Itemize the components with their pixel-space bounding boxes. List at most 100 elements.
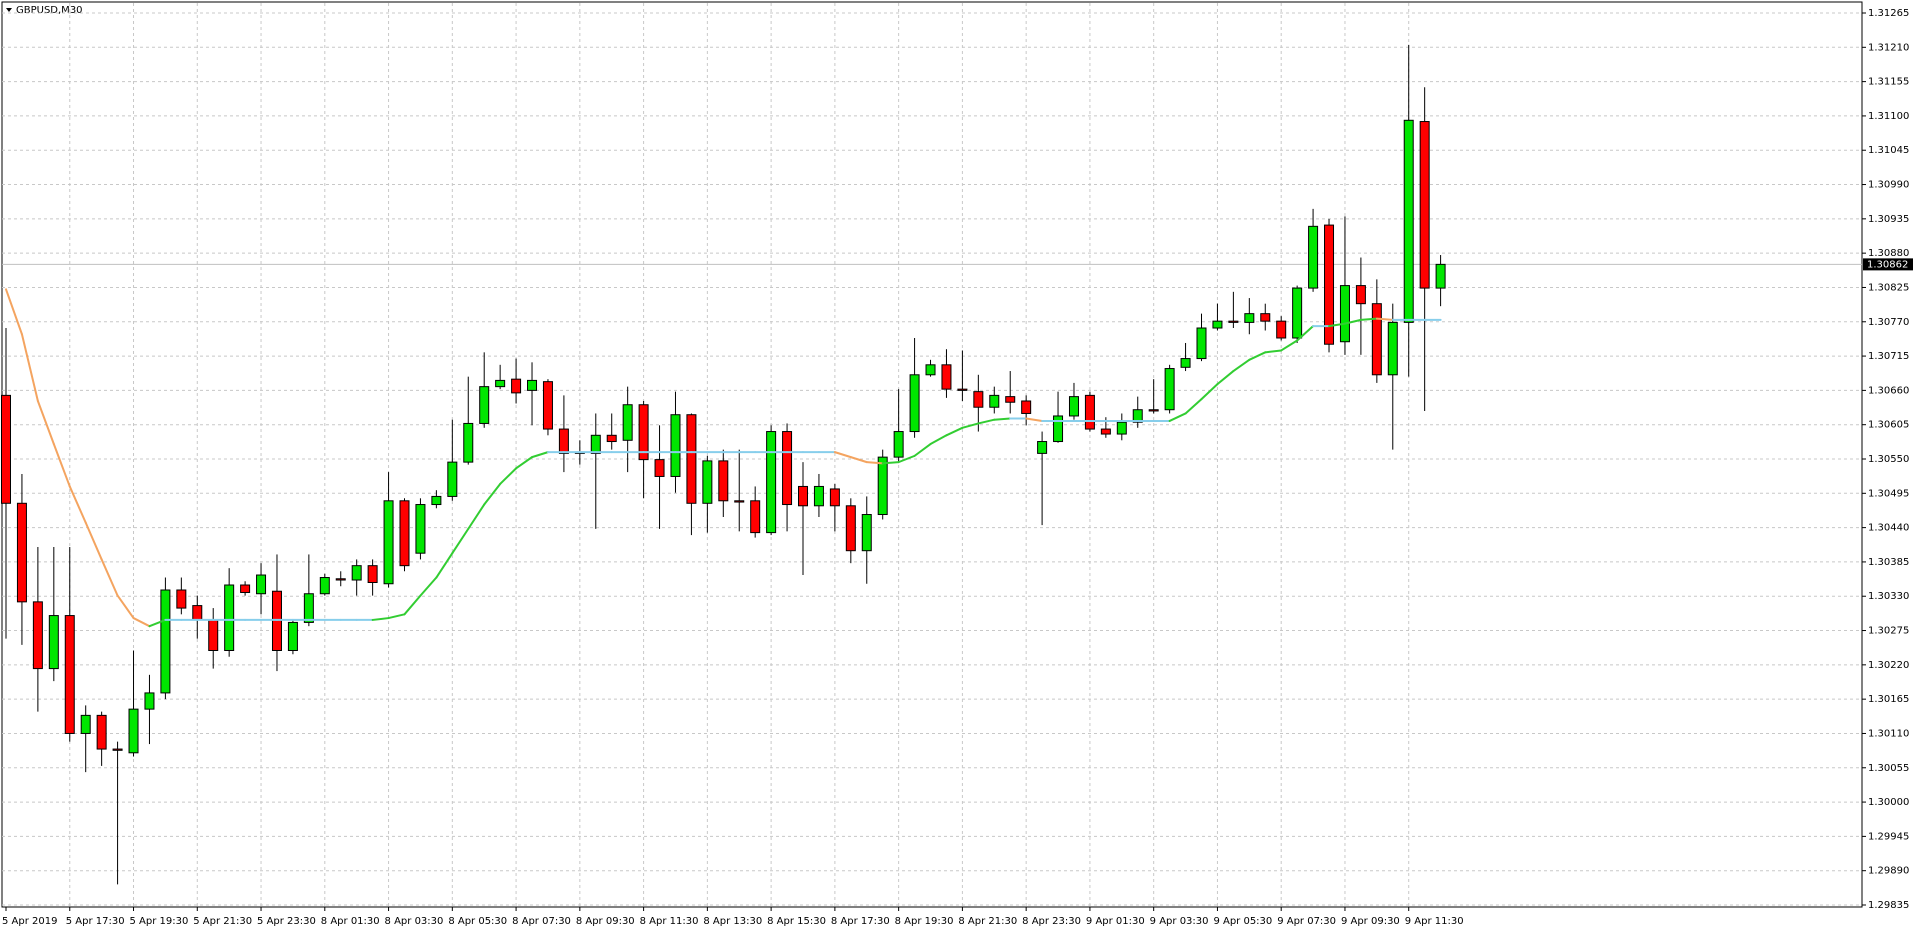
moving-average-segment xyxy=(5,288,23,336)
moving-average-segment xyxy=(515,456,534,470)
candle-body xyxy=(96,714,107,750)
candle-body xyxy=(638,404,649,461)
x-tick-label: 5 Apr 21:30 xyxy=(193,916,252,927)
moving-average-segment xyxy=(1168,412,1187,422)
candle-body xyxy=(208,619,219,651)
candle-body xyxy=(112,748,123,751)
x-tick-label: 8 Apr 23:30 xyxy=(1022,916,1081,927)
y-tick-label: 1.30605 xyxy=(1868,420,1909,431)
x-tick-label: 8 Apr 11:30 xyxy=(640,916,699,927)
y-tick-label: 1.30055 xyxy=(1868,763,1909,774)
y-tick-label: 1.30000 xyxy=(1868,797,1909,808)
candle-body xyxy=(1308,225,1319,289)
candle-body xyxy=(734,500,745,503)
candle-body xyxy=(1,394,11,504)
x-tick-label: 5 Apr 2019 xyxy=(2,916,57,927)
chart-title: GBPUSD,M30 xyxy=(16,5,83,16)
moving-average-segment xyxy=(1200,383,1219,401)
candle-body xyxy=(1244,313,1255,323)
moving-average-segment xyxy=(84,521,103,561)
candle-body xyxy=(511,378,522,394)
moving-average-segment xyxy=(499,467,518,485)
moving-average-segment xyxy=(467,503,486,530)
candle-body xyxy=(144,692,155,710)
moving-average-segment xyxy=(148,618,167,628)
y-tick-label: 1.30110 xyxy=(1868,728,1909,739)
y-tick-label: 1.29890 xyxy=(1868,866,1909,877)
candle-body xyxy=(1276,320,1287,339)
x-tick-label: 8 Apr 01:30 xyxy=(321,916,380,927)
candle-body xyxy=(1068,396,1079,417)
candle-body xyxy=(463,422,474,463)
candle-body xyxy=(989,394,1000,408)
moving-average-segment xyxy=(403,594,422,616)
moving-average-segment xyxy=(1184,398,1203,415)
candle-body xyxy=(1005,396,1016,403)
candle-body xyxy=(590,434,601,454)
candle-body xyxy=(1435,263,1446,289)
x-tick-label: 5 Apr 23:30 xyxy=(257,916,316,927)
y-tick-label: 1.30440 xyxy=(1868,523,1909,534)
y-tick-label: 1.30825 xyxy=(1868,282,1909,293)
candle-body xyxy=(1084,394,1095,430)
moving-average-segment xyxy=(977,418,996,425)
candle-body xyxy=(766,431,777,534)
y-tick-label: 1.30330 xyxy=(1868,591,1909,602)
candle-body xyxy=(829,488,840,507)
y-tick-label: 1.30715 xyxy=(1868,351,1909,362)
moving-average-segment xyxy=(52,443,71,488)
moving-average-segment xyxy=(419,576,438,597)
candle-body xyxy=(1196,327,1207,360)
y-tick-label: 1.30660 xyxy=(1868,385,1909,396)
candle-body xyxy=(1403,119,1414,323)
current-price-box xyxy=(1863,258,1913,271)
x-tick-label: 9 Apr 11:30 xyxy=(1405,916,1464,927)
y-tick-label: 1.30275 xyxy=(1868,626,1909,637)
y-tick-label: 1.30495 xyxy=(1868,488,1909,499)
moving-average-segment xyxy=(1248,351,1267,361)
moving-average-segment xyxy=(371,617,390,621)
candle-body xyxy=(718,460,729,502)
moving-average-segment xyxy=(1359,317,1378,321)
candle-body xyxy=(782,431,793,506)
candle-body xyxy=(909,374,920,433)
candle-body xyxy=(670,414,681,477)
moving-average-segment xyxy=(1025,417,1044,422)
candle-body xyxy=(702,460,713,504)
candle-body xyxy=(925,364,936,376)
y-tick-label: 1.29945 xyxy=(1868,831,1909,842)
candle-body xyxy=(1292,287,1303,339)
x-tick-label: 8 Apr 05:30 xyxy=(448,916,507,927)
moving-average-segment xyxy=(849,456,868,464)
moving-average-segment xyxy=(833,451,852,459)
candle-body xyxy=(367,565,378,584)
x-tick-label: 9 Apr 05:30 xyxy=(1213,916,1272,927)
y-tick-label: 1.30165 xyxy=(1868,694,1909,705)
y-tick-label: 1.30880 xyxy=(1868,248,1909,259)
candle-body xyxy=(32,601,43,670)
candle-body xyxy=(415,504,426,554)
candle-body xyxy=(1180,358,1191,368)
candle-body xyxy=(447,461,458,497)
x-tick-label: 5 Apr 19:30 xyxy=(130,916,189,927)
candle-body xyxy=(287,621,298,651)
x-tick-label: 8 Apr 03:30 xyxy=(385,916,444,927)
moving-average-segment xyxy=(1343,318,1362,325)
candle-body xyxy=(48,615,59,670)
x-tick-label: 9 Apr 09:30 xyxy=(1341,916,1400,927)
y-tick-label: 1.29835 xyxy=(1868,900,1909,911)
candle-body xyxy=(606,434,617,443)
y-tick-label: 1.30990 xyxy=(1868,180,1909,191)
y-tick-label: 1.31045 xyxy=(1868,145,1909,156)
symbol-dropdown[interactable] xyxy=(6,8,12,12)
candle-body xyxy=(1100,428,1111,435)
x-tick-label: 8 Apr 13:30 xyxy=(703,916,762,927)
candle-body xyxy=(750,500,761,534)
candle-body xyxy=(1132,409,1143,423)
moving-average-segment xyxy=(897,454,916,464)
candle-body xyxy=(399,500,410,567)
candle-body xyxy=(893,431,904,458)
x-tick-label: 5 Apr 17:30 xyxy=(66,916,125,927)
x-tick-label: 8 Apr 19:30 xyxy=(895,916,954,927)
candle-body xyxy=(256,574,267,595)
